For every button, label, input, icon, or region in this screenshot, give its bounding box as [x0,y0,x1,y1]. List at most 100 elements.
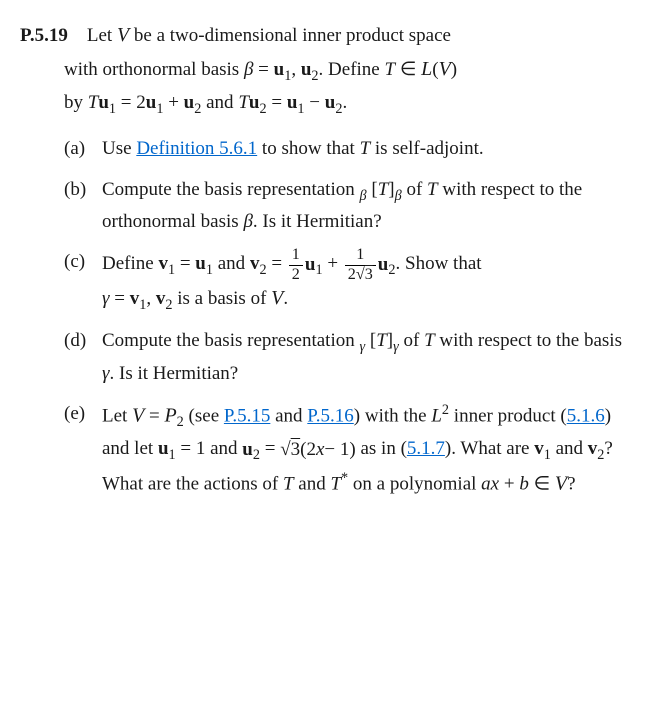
text: with orthonormal basis [64,59,244,80]
text: + [323,254,343,275]
sub: 1 [297,100,304,116]
text: be a two-dimensional inner product space [129,25,451,46]
sub: 1 [109,100,116,116]
text: inner product ( [449,406,567,427]
expr: − 1) [324,435,355,465]
text: and [294,473,331,494]
text: as in ( [356,438,407,459]
sub: 1 [315,262,322,278]
var-T: T [360,138,371,159]
text: Let [102,406,132,427]
var-T: T [376,330,387,351]
var-T: T [424,330,435,351]
sub: 2 [388,262,395,278]
text: ). What are [445,438,534,459]
expr: (2 [300,435,316,465]
text: Show that [400,254,481,275]
part-a: (a) Use Definition 5.6.1 to show that T … [64,134,632,164]
var-ax: ax [481,473,499,494]
var-u: u [184,92,195,113]
text: and [201,92,238,113]
var-u1: u [274,59,285,80]
sub: 1 [544,447,551,463]
var-v2: v [250,254,260,275]
var-u: u [146,92,157,113]
text: ∈ [529,473,555,494]
text: [ [365,330,376,351]
part-label: (b) [64,175,102,238]
text: = [260,438,280,459]
text: = [175,254,195,275]
text: = [253,59,273,80]
text: on a polynomial [348,473,481,494]
text: by [64,92,88,113]
var-V: V [555,472,567,494]
sub-beta: β [395,187,402,203]
var-L: L [431,406,442,427]
text: is a basis of [172,288,271,309]
sub: 1 [168,262,175,278]
text: . Define [319,59,385,80]
var-L: L [421,58,432,80]
part-label: (a) [64,134,102,164]
part-b: (b) Compute the basis representation β [… [64,175,632,238]
text: = [267,254,287,275]
var-T: T [385,59,396,80]
var-v1: v [534,438,544,459]
text: and [213,254,250,275]
var-u: u [325,92,336,113]
text: of [402,179,427,200]
var-x: x [316,435,324,465]
sup: 2 [442,402,449,418]
problem-intro: with orthonormal basis β = u1, u2. Defin… [20,54,632,120]
text: Define [102,254,158,275]
link-p515[interactable]: P.5.15 [224,406,270,427]
var-T: T [378,179,389,200]
problem-label: P.5.19 [20,25,68,46]
sub: 1 [206,262,213,278]
link-p516[interactable]: P.5.16 [307,406,353,427]
var-b: b [519,473,529,494]
var-u: u [158,438,169,459]
var-u: u [195,254,206,275]
text: [ [367,179,378,200]
var-v1: v [158,254,168,275]
part-c: (c) Define v1 = u1 and v2 = 12u1 + 12√3u… [64,247,632,316]
var-u: u [287,92,298,113]
sub: 2 [253,447,260,463]
part-label: (d) [64,326,102,389]
text: Compute the basis representation [102,179,360,200]
link-517[interactable]: 5.1.7 [407,438,445,459]
part-d: (d) Compute the basis representation γ [… [64,326,632,389]
text: ? [567,473,575,494]
link-definition[interactable]: Definition 5.6.1 [136,138,257,159]
sub: 2 [259,100,266,116]
text: (see [184,406,224,427]
text: . [342,92,347,113]
sub: 2 [311,68,318,84]
link-516[interactable]: 5.1.6 [567,406,605,427]
text: = [267,92,287,113]
text: . [283,288,288,309]
text: with respect to the basis [435,330,622,351]
var-V: V [132,405,144,427]
frac-2sqrt3: 12√3 [345,247,376,282]
text: of [399,330,424,351]
var-beta: β [244,59,253,80]
part-e: (e) Let V = P2 (see P.5.15 and P.5.16) w… [64,399,632,500]
var-u: u [242,435,253,465]
text: , [291,59,301,80]
var-T: T [88,92,99,113]
text: ) [451,59,457,80]
part-label: (c) [64,247,102,316]
var-T: T [238,92,249,113]
text: to show that [257,138,359,159]
text: ) with the [354,406,432,427]
text: . Is it Hermitian? [253,211,382,232]
text: − [305,92,325,113]
var-T: T [427,179,438,200]
intro-text [73,25,87,46]
var-gamma: γ [102,363,110,384]
sub: 1 [169,447,176,463]
var-T: T [283,473,294,494]
